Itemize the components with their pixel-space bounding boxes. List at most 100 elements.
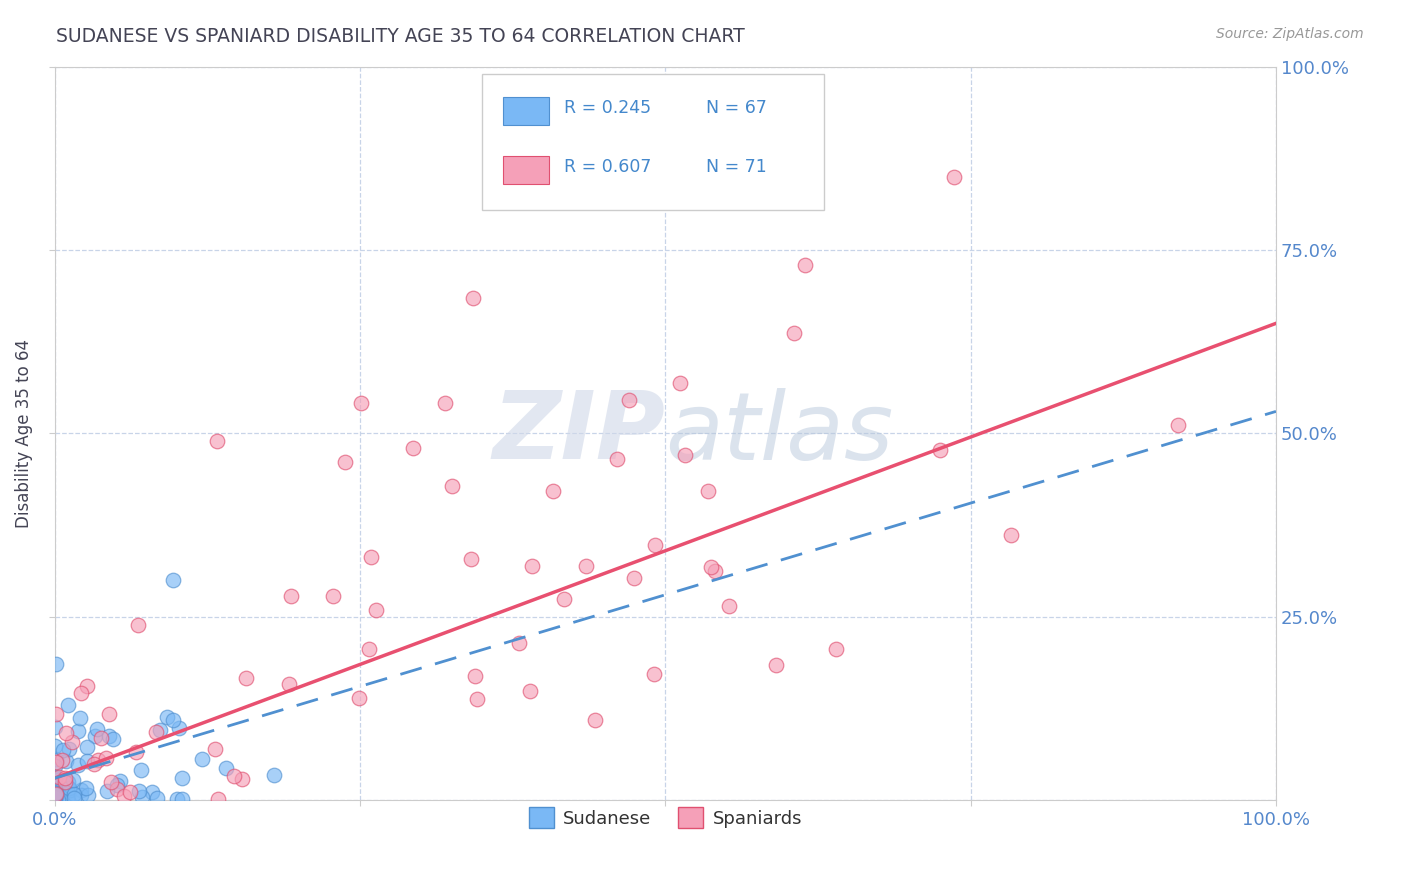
Point [207,792,229,806]
Point [76,679,98,693]
Point [105,781,128,796]
Point [141,784,163,798]
Point [162,573,184,587]
Point [75,780,97,795]
Point [108,774,131,789]
Point [280,589,302,603]
Point [673,448,696,462]
Point [46,793,69,807]
Point [401,441,423,455]
Point [52,773,75,788]
Point [44,720,66,734]
Point [461,291,484,305]
Point [441,479,464,493]
Text: ZIP: ZIP [492,387,665,479]
Point [467,692,489,706]
Point [67,758,90,772]
Point [58,780,80,795]
Point [350,396,373,410]
Point [703,565,725,579]
Point [98,729,121,743]
Point [224,769,246,783]
Point [58,775,80,789]
Text: R = 0.607: R = 0.607 [564,158,651,176]
Point [149,723,172,737]
Text: SUDANESE VS SPANIARD DISABILITY AGE 35 TO 64 CORRELATION CHART: SUDANESE VS SPANIARD DISABILITY AGE 35 T… [56,27,745,45]
Text: Source: ZipAtlas.com: Source: ZipAtlas.com [1216,27,1364,41]
Point [53,775,76,789]
Point [278,677,301,691]
Point [66,723,89,738]
Point [45,657,67,672]
Text: N = 71: N = 71 [706,158,766,176]
Point [62,772,84,787]
Point [58,742,80,756]
Point [44,739,66,753]
Point [45,782,67,797]
Point [69,782,91,797]
Point [53,772,76,786]
Point [623,570,645,584]
Point [783,326,806,340]
Point [231,772,253,786]
Point [128,784,150,798]
Point [77,788,100,802]
Point [928,442,950,457]
Text: N = 67: N = 67 [706,99,766,118]
Point [44,772,66,787]
Point [519,683,541,698]
Point [55,754,77,768]
Y-axis label: Disability Age 35 to 64: Disability Age 35 to 64 [15,339,32,528]
Point [59,782,82,797]
Point [643,666,665,681]
Point [127,617,149,632]
Point [76,739,98,754]
Point [70,686,93,700]
Bar [503,97,550,125]
Point [103,731,125,746]
Point [76,754,98,768]
Point [697,483,720,498]
Point [129,763,152,777]
Point [553,591,575,606]
Point [335,455,357,469]
Point [606,451,628,466]
Point [942,169,965,184]
Point [172,771,194,785]
Point [644,538,666,552]
Point [359,642,381,657]
Point [464,669,486,683]
Point [44,772,66,786]
Point [86,753,108,767]
Point [322,589,344,603]
Point [45,787,67,801]
Point [825,642,848,657]
Point [55,726,77,740]
Point [62,787,84,801]
Point [94,751,117,765]
Point [56,793,79,807]
Point [60,734,83,748]
Point [46,792,69,806]
Point [58,698,80,713]
Point [69,711,91,725]
Point [191,752,214,766]
Point [205,434,228,448]
Point [100,775,122,789]
Point [118,785,141,799]
Point [44,792,66,806]
Point [214,761,236,775]
Point [45,706,67,721]
Bar [503,156,550,184]
Point [718,599,741,614]
Point [86,723,108,737]
Point [460,551,482,566]
Point [131,790,153,805]
Legend: Sudanese, Spaniards: Sudanese, Spaniards [522,800,810,835]
FancyBboxPatch shape [482,74,824,210]
Point [84,729,107,743]
Point [360,550,382,565]
Point [146,791,169,805]
Point [617,393,640,408]
Point [668,376,690,391]
